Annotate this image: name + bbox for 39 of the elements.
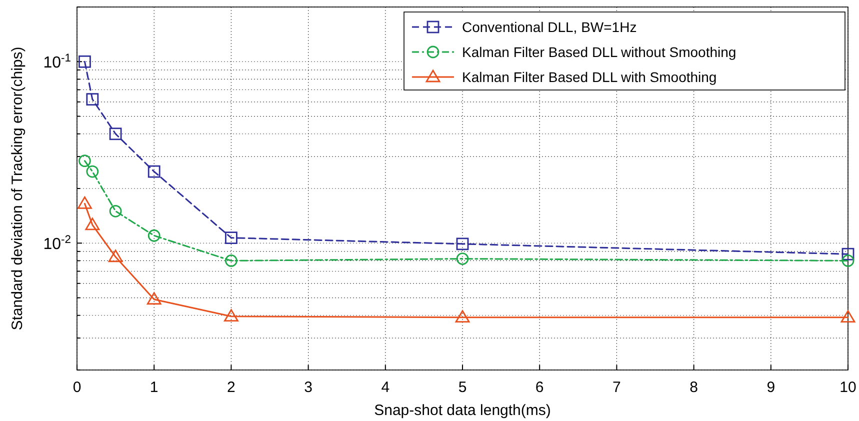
x-tick-label: 4 <box>381 379 390 396</box>
point <box>224 309 238 322</box>
legend-label: Kalman Filter Based DLL without Smoothing <box>462 44 736 60</box>
legend-label: Conventional DLL, BW=1Hz <box>462 19 637 35</box>
x-tick-label: 5 <box>458 379 467 396</box>
x-tick-label: 8 <box>690 379 698 396</box>
point <box>840 310 856 323</box>
point <box>86 165 99 178</box>
x-tick-label: 0 <box>72 379 82 396</box>
point <box>456 252 469 265</box>
y-tick-label: 10$^{-2}$ <box>43 234 71 254</box>
point <box>109 128 122 140</box>
point <box>109 204 122 218</box>
point <box>456 238 469 250</box>
point <box>86 93 99 106</box>
x-axis-title: Snap-shot data length(ms) <box>374 402 551 419</box>
x-tick-label: 1 <box>150 379 158 396</box>
point <box>148 229 160 242</box>
x-tick-label: 3 <box>304 379 312 396</box>
y-tick-label: 10$^{-1}$ <box>43 52 71 72</box>
x-tick-label: 6 <box>535 379 544 396</box>
point <box>225 254 238 267</box>
x-tick-label: 2 <box>227 379 236 396</box>
point <box>78 196 92 209</box>
point <box>108 250 123 262</box>
point <box>85 218 100 230</box>
point <box>225 232 238 244</box>
x-tick-label: 9 <box>766 379 776 396</box>
point <box>146 292 162 305</box>
x-tick-label: 10 <box>840 379 856 396</box>
point <box>842 254 854 267</box>
point <box>455 310 470 323</box>
legend-label: Kalman Filter Based DLL with Smoothing <box>462 69 717 85</box>
point <box>78 55 91 68</box>
x-tick-label: 7 <box>612 379 621 396</box>
point <box>78 154 91 168</box>
y-axis-title: Standard deviation of Tracking error(chips) <box>9 46 26 330</box>
point <box>148 165 160 178</box>
point <box>842 248 854 260</box>
